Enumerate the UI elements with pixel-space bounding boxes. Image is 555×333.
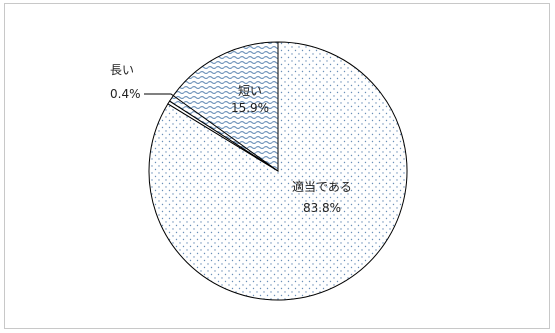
- slice-value-appropriate: 83.8%: [303, 201, 341, 215]
- leader-line-long: [144, 93, 279, 172]
- slice-short: [168, 41, 279, 172]
- slice-label-short: 短い: [238, 84, 262, 98]
- pie-slices: [148, 41, 408, 301]
- slice-label-long: 長い: [110, 63, 134, 77]
- slice-value-short: 15.9%: [231, 101, 269, 115]
- slice-label-appropriate: 適当である: [292, 179, 352, 194]
- slice-value-long: 0.4%: [110, 87, 141, 101]
